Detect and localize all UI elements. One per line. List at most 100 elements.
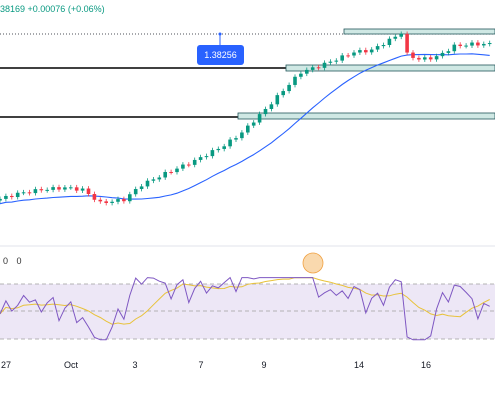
candle-body	[63, 187, 67, 190]
candle-body	[482, 43, 486, 46]
candle-body	[346, 55, 350, 57]
candle-body	[163, 171, 167, 178]
x-tick-label: 27	[0, 360, 12, 370]
candle-body	[417, 57, 421, 60]
oscillator-header: 0 0	[3, 256, 25, 266]
oscillator	[0, 252, 490, 341]
candle-body	[128, 194, 132, 202]
candle-body	[411, 52, 415, 58]
candle-body	[399, 33, 403, 37]
moving-average-line	[0, 53, 490, 205]
candle-body	[487, 43, 492, 45]
level-lines	[0, 32, 495, 118]
candle-body	[21, 192, 26, 194]
x-tick-label: 9	[261, 360, 267, 370]
candle-body	[222, 146, 226, 149]
candle-body	[4, 195, 8, 199]
candle-body	[198, 157, 203, 160]
candle-body	[157, 177, 162, 180]
candle-body	[263, 108, 268, 115]
candle-body	[387, 38, 392, 46]
candle-body	[210, 150, 215, 157]
candle-body	[352, 52, 356, 56]
candle-body	[169, 171, 173, 173]
candle-body	[287, 84, 291, 92]
highlight-marker	[302, 252, 324, 274]
candle-body	[98, 199, 103, 202]
candle-body	[45, 189, 49, 191]
candle-body	[470, 42, 474, 46]
candle-body	[246, 125, 250, 133]
candle-body	[192, 159, 197, 165]
candle-body	[334, 60, 339, 62]
candle-body	[175, 168, 179, 173]
candle-body	[216, 148, 221, 151]
candle-body	[322, 62, 327, 68]
candle-body	[434, 56, 439, 60]
candle-body	[281, 91, 285, 96]
candle-body	[293, 76, 297, 85]
x-tick-label: Oct	[63, 360, 79, 370]
candle-body	[15, 192, 20, 198]
candle-body	[0, 198, 2, 201]
candle-body	[133, 189, 138, 195]
x-tick-label: 3	[132, 360, 138, 370]
candle-body	[310, 67, 315, 70]
candle-body	[316, 67, 321, 69]
candle-body	[139, 186, 144, 190]
x-tick-label: 14	[353, 360, 365, 370]
candle-body	[110, 201, 114, 203]
candle-body	[69, 187, 73, 189]
candle-body	[364, 50, 368, 53]
price-callout: 1.38256	[197, 45, 244, 65]
candle-body	[234, 138, 238, 140]
oscillator-panel	[0, 245, 495, 340]
candle-body	[251, 122, 256, 126]
x-tick-label: 16	[420, 360, 432, 370]
candle-body	[440, 52, 445, 57]
candle-body	[393, 36, 398, 39]
zone-1	[343, 28, 495, 35]
candle-body	[452, 44, 457, 52]
callout-anchor	[218, 32, 222, 36]
candle-body	[305, 69, 309, 74]
candle-body	[86, 188, 91, 195]
candle-body	[423, 57, 427, 60]
candle-body	[116, 199, 120, 202]
candle-body	[80, 188, 85, 191]
candle-body	[358, 50, 362, 53]
candle-body	[257, 114, 262, 123]
moving-average	[0, 53, 490, 205]
candle-body	[145, 180, 150, 187]
candle-body	[33, 189, 38, 194]
candle-body	[92, 194, 97, 200]
candle-body	[104, 201, 108, 203]
candle-body	[27, 192, 32, 194]
candle-body	[340, 55, 344, 61]
candle-body	[204, 156, 209, 158]
candle-body	[187, 164, 191, 166]
candle-body	[369, 49, 374, 53]
candle-body	[10, 195, 14, 198]
zone-2	[285, 64, 495, 72]
signal-line	[0, 277, 490, 325]
rsi-line	[0, 276, 490, 341]
candle-body	[464, 45, 468, 47]
zones	[237, 28, 495, 120]
candle-body	[269, 104, 274, 109]
candle-body	[57, 187, 61, 190]
candles	[0, 31, 492, 206]
candle-body	[375, 46, 380, 50]
candle-body	[428, 57, 433, 60]
candle-body	[476, 42, 480, 46]
price-header: 38169 +0.00076 (+0.06%)	[0, 4, 105, 14]
candle-body	[39, 189, 44, 191]
zone-3	[237, 112, 495, 120]
candle-body	[74, 187, 79, 191]
candle-body	[51, 187, 55, 190]
candle-body	[181, 164, 185, 169]
candle-body	[299, 73, 303, 77]
candle-body	[446, 51, 451, 53]
